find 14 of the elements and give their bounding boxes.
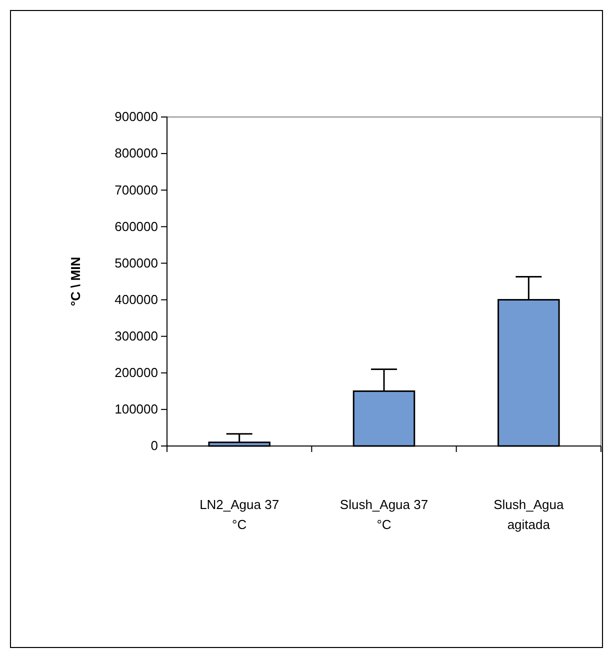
- y-tick-label: 300000: [114, 328, 158, 344]
- y-tick-label: 100000: [114, 402, 158, 417]
- y-tick-label: 600000: [114, 218, 158, 234]
- y-axis-title: °C \ MIN: [68, 256, 83, 306]
- y-tick-label: 400000: [114, 292, 158, 307]
- x-tick-label: Slush_Agua agitada: [494, 497, 564, 532]
- y-tick-label: 900000: [114, 109, 158, 124]
- y-tick-label: 700000: [114, 182, 158, 198]
- x-tick-label: LN2_Agua 37 °C: [200, 497, 280, 532]
- y-tick-label: 800000: [114, 146, 158, 161]
- x-tick-label: Slush_Agua 37 °C: [340, 497, 428, 532]
- y-tick-label: 200000: [114, 365, 158, 380]
- y-tick-label: 500000: [114, 255, 158, 270]
- y-tick-label: 0: [150, 438, 158, 454]
